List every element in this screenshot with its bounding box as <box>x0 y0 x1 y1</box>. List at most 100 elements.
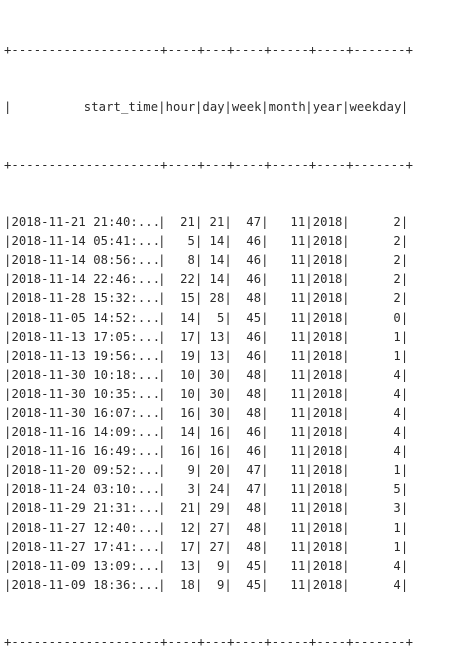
cell-week: 46 <box>246 234 262 249</box>
cell-day: 27 <box>209 539 225 554</box>
cell-hour: 8 <box>187 253 195 268</box>
cell-month: 11 <box>290 234 306 249</box>
cell-month: 11 <box>290 272 306 287</box>
cell-hour: 10 <box>180 386 195 401</box>
cell-year: 2018 <box>312 253 343 268</box>
cell-hour: 21 <box>180 501 195 516</box>
cell-start-time: 2018-11-20 09:52:... <box>11 463 161 478</box>
cell-day: 28 <box>209 291 225 306</box>
cell-week: 47 <box>246 463 262 478</box>
table-border-top: +--------------------+----+---+----+----… <box>4 43 414 58</box>
cell-hour: 5 <box>187 234 195 249</box>
table-row: |2018-11-27 17:41:...| 17| 27| 48| 11|2018| 1… <box>4 538 413 557</box>
cell-start-time: 2018-11-13 19:56:... <box>11 348 161 363</box>
cell-start-time: 2018-11-28 15:32:... <box>11 291 161 306</box>
cell-hour: 17 <box>180 539 195 554</box>
cell-weekday: 2 <box>393 272 401 287</box>
cell-year: 2018 <box>312 501 343 516</box>
cell-day: 30 <box>209 405 225 420</box>
cell-month: 11 <box>290 444 306 459</box>
cell-year: 2018 <box>312 520 343 535</box>
table-row: |2018-11-13 17:05:...| 17| 13| 46| 11|2018| 1… <box>4 328 413 347</box>
table-row: |2018-11-14 05:41:...| 5| 14| 46| 11|2018| 2| <box>4 232 413 251</box>
cell-hour: 14 <box>180 310 195 325</box>
table-border-bottom: +--------------------+----+---+----+----… <box>4 635 414 650</box>
table-row: |2018-11-16 16:49:...| 16| 16| 46| 11|2018| 4… <box>4 442 413 461</box>
header-year: year <box>312 100 343 115</box>
cell-year: 2018 <box>312 348 343 363</box>
cell-start-time: 2018-11-30 16:07:... <box>11 405 161 420</box>
cell-day: 21 <box>209 215 225 230</box>
cell-day: 27 <box>209 520 225 535</box>
cell-week: 46 <box>246 444 262 459</box>
table-row: |2018-11-14 08:56:...| 8| 14| 46| 11|2018| 2| <box>4 251 413 270</box>
cell-week: 46 <box>246 253 262 268</box>
cell-month: 11 <box>290 215 306 230</box>
cell-day: 16 <box>209 444 225 459</box>
cell-weekday: 4 <box>393 405 401 420</box>
cell-week: 48 <box>246 501 262 516</box>
cell-start-time: 2018-11-16 16:49:... <box>11 444 161 459</box>
cell-hour: 17 <box>180 329 195 344</box>
cell-month: 11 <box>290 348 306 363</box>
cell-weekday: 2 <box>393 253 401 268</box>
cell-month: 11 <box>290 253 306 268</box>
cell-hour: 13 <box>180 558 195 573</box>
table-row: |2018-11-14 22:46:...| 22| 14| 46| 11|2018| 2… <box>4 270 413 289</box>
cell-month: 11 <box>290 329 306 344</box>
cell-hour: 16 <box>180 405 195 420</box>
cell-weekday: 1 <box>393 329 401 344</box>
header-hour: hour <box>165 100 196 115</box>
cell-month: 11 <box>290 405 306 420</box>
table-row: |2018-11-29 21:31:...| 21| 29| 48| 11|2018| 3… <box>4 499 413 518</box>
cell-weekday: 4 <box>393 444 401 459</box>
table-row: |2018-11-21 21:40:...| 21| 21| 47| 11|2018| 2… <box>4 213 413 232</box>
cell-year: 2018 <box>312 386 343 401</box>
cell-week: 45 <box>246 558 262 573</box>
cell-hour: 21 <box>180 215 195 230</box>
cell-week: 46 <box>246 272 262 287</box>
cell-week: 48 <box>246 520 262 535</box>
cell-year: 2018 <box>312 329 343 344</box>
cell-start-time: 2018-11-30 10:18:... <box>11 367 161 382</box>
cell-hour: 12 <box>180 520 195 535</box>
cell-year: 2018 <box>312 291 343 306</box>
cell-day: 29 <box>209 501 225 516</box>
cell-month: 11 <box>290 501 306 516</box>
cell-week: 48 <box>246 291 262 306</box>
table-row: |2018-11-27 12:40:...| 12| 27| 48| 11|2018| 1… <box>4 519 413 538</box>
cell-start-time: 2018-11-16 14:09:... <box>11 425 161 440</box>
cell-year: 2018 <box>312 577 343 592</box>
cell-weekday: 4 <box>393 367 401 382</box>
header-day: day <box>202 100 225 115</box>
cell-year: 2018 <box>312 558 343 573</box>
cell-start-time: 2018-11-13 17:05:... <box>11 329 161 344</box>
cell-start-time: 2018-11-30 10:35:... <box>11 386 161 401</box>
header-start-time: start_time <box>83 100 159 115</box>
cell-hour: 18 <box>180 577 195 592</box>
cell-hour: 9 <box>187 463 195 478</box>
cell-week: 46 <box>246 348 262 363</box>
cell-hour: 15 <box>180 291 195 306</box>
cell-hour: 19 <box>180 348 195 363</box>
header-week: week <box>231 100 262 115</box>
cell-hour: 3 <box>187 482 195 497</box>
cell-weekday: 4 <box>393 558 401 573</box>
table-row: |2018-11-30 10:18:...| 10| 30| 48| 11|2018| 4… <box>4 366 413 385</box>
cell-month: 11 <box>290 539 306 554</box>
cell-day: 20 <box>209 463 225 478</box>
cell-day: 14 <box>209 234 225 249</box>
cell-weekday: 3 <box>393 501 401 516</box>
table-row: |2018-11-16 14:09:...| 14| 16| 46| 11|2018| 4… <box>4 423 413 442</box>
cell-week: 48 <box>246 405 262 420</box>
table-row: |2018-11-24 03:10:...| 3| 24| 47| 11|2018| 5| <box>4 480 413 499</box>
cell-day: 30 <box>209 386 225 401</box>
cell-day: 13 <box>209 348 225 363</box>
cell-week: 45 <box>246 310 262 325</box>
cell-weekday: 1 <box>393 539 401 554</box>
cell-weekday: 2 <box>393 291 401 306</box>
cell-week: 46 <box>246 425 262 440</box>
table-row: |2018-11-28 15:32:...| 15| 28| 48| 11|2018| 2… <box>4 289 413 308</box>
cell-day: 5 <box>216 310 225 325</box>
cell-weekday: 2 <box>393 234 401 249</box>
